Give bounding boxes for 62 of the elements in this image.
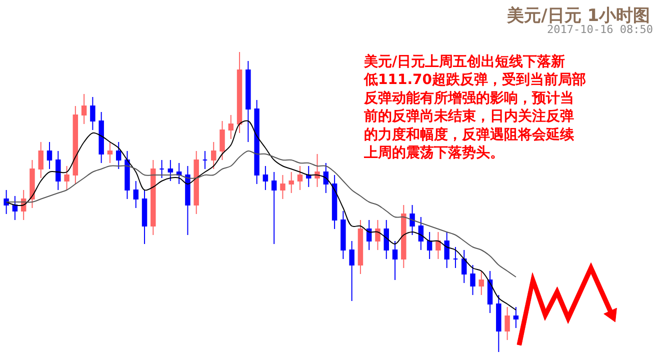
candlestick: [81, 94, 87, 124]
candlestick: [271, 172, 277, 244]
candlestick: [504, 306, 510, 340]
candlestick: [444, 232, 450, 268]
candlestick: [461, 250, 467, 284]
candlestick: [46, 142, 52, 170]
candlestick: [30, 160, 35, 208]
candlestick: [194, 150, 199, 214]
candlestick: [288, 172, 294, 194]
candlestick: [375, 220, 380, 250]
candlestick: [306, 166, 312, 188]
candlestick: [98, 112, 104, 164]
candlestick: [478, 270, 484, 296]
candlestick: [107, 142, 113, 164]
candlestick: [280, 174, 286, 200]
candlestick: [297, 166, 303, 190]
candlestick: [124, 150, 130, 200]
candlestick: [426, 232, 432, 260]
candlestick: [116, 142, 122, 170]
candlestick: [470, 264, 476, 296]
candlestick: [358, 220, 364, 274]
candlestick: [38, 142, 44, 178]
candlestick: [513, 306, 519, 328]
candlestick: [228, 114, 234, 140]
candlestick: [133, 180, 138, 208]
candlestick: [452, 246, 458, 268]
candlestick: [366, 220, 372, 250]
annotation: 美元/日元上周五创出短线下落新低111.70超跌反弹，受到当前局部反弹动能有所增强的影响，预计当前的反弹尚未结束，日内关注反弹的力度和幅度，反弹遇阻将会延续上周的震荡下落势头。: [363, 53, 586, 161]
candlestick: [332, 174, 338, 230]
candlestick: [56, 150, 61, 190]
candlestick: [496, 294, 502, 352]
candlestick: [246, 60, 251, 142]
candlestick: [64, 166, 70, 190]
candlestick: [176, 162, 182, 184]
candlestick: [487, 270, 493, 314]
candlestick: [418, 216, 424, 250]
candlestick: [349, 240, 354, 302]
candlestick: [185, 166, 190, 236]
candlestick: [142, 190, 148, 244]
candlestick: [220, 120, 225, 160]
candlestick: [202, 150, 208, 170]
candlestick: [254, 100, 260, 184]
candlestick: [384, 220, 389, 260]
candlestick: [262, 166, 268, 190]
candlestick: [159, 160, 164, 178]
candlestick: [90, 96, 96, 130]
candlestick: [150, 160, 156, 236]
candlestick: [410, 204, 415, 236]
candlestick: [401, 204, 406, 268]
candlestick: [72, 106, 78, 184]
candlestick: [4, 190, 9, 214]
candlestick: [314, 154, 320, 188]
text: 美元/日元 1小时图: [506, 6, 650, 26]
candlestick: [168, 160, 174, 182]
candlestick: [436, 232, 441, 260]
candlestick: [323, 162, 329, 194]
candlestick: [392, 240, 398, 280]
candlestick: [236, 52, 242, 134]
text: 2017-10-16 08:50: [547, 23, 653, 36]
candlestick: [12, 196, 18, 220]
candlestick: [211, 142, 216, 170]
candlestick: [340, 210, 346, 260]
